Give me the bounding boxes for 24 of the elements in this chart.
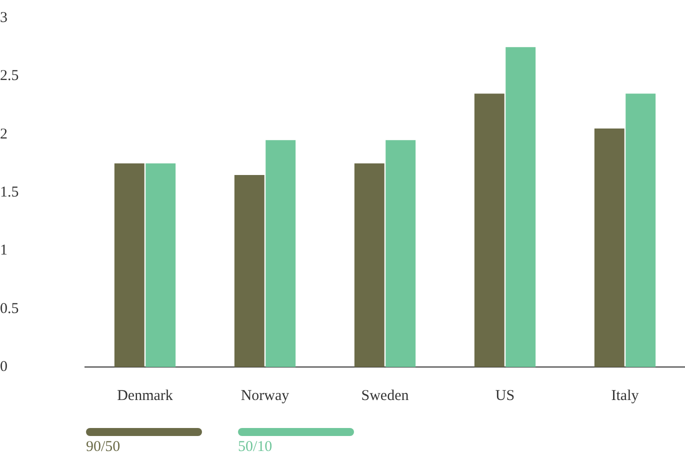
bar (354, 163, 384, 367)
y-tick-label: 2 (0, 126, 8, 142)
y-tick-label: 3 (0, 10, 8, 26)
y-tick-label: 1 (0, 242, 8, 259)
x-tick-label: Denmark (117, 388, 174, 404)
y-tick-label: 1.5 (0, 184, 19, 200)
bar (626, 94, 656, 367)
x-tick-label: US (495, 388, 515, 404)
x-tick-label: Sweden (361, 388, 410, 404)
bar (474, 94, 504, 367)
legend-item: 90/50 (86, 428, 202, 456)
bar (506, 47, 536, 367)
bar (114, 163, 144, 367)
y-tick-label: 0 (0, 358, 8, 375)
bar (386, 140, 416, 367)
bar (146, 163, 176, 367)
x-tick-label: Norway (240, 388, 290, 404)
bar (266, 140, 296, 367)
y-tick-label: 0.5 (0, 300, 19, 317)
bar (234, 175, 264, 367)
x-tick-label: Italy (611, 388, 640, 404)
y-tick-label: 2.5 (0, 68, 19, 84)
legend-item: 50/10 (238, 428, 354, 456)
bar (594, 128, 624, 367)
